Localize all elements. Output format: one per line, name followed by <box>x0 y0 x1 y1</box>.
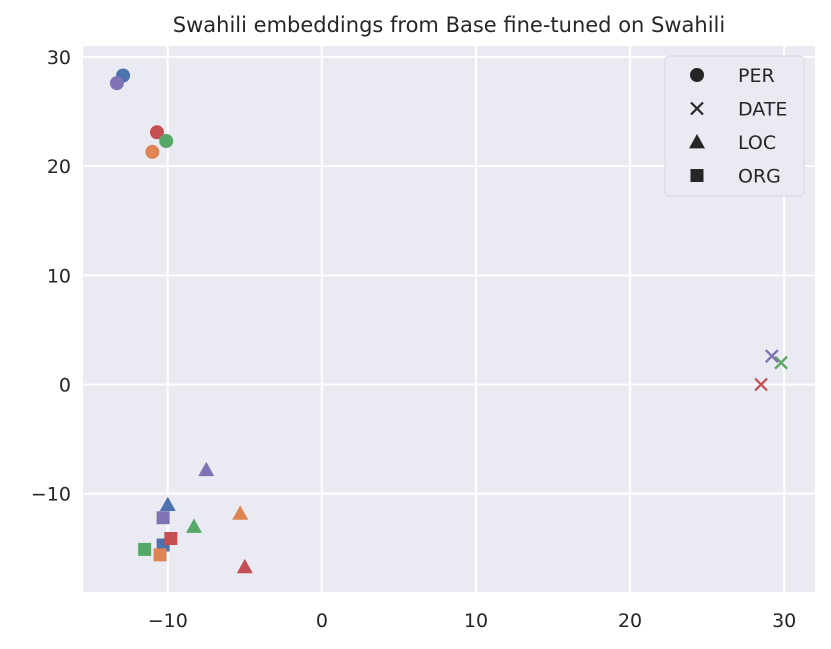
legend-marker-loc <box>689 134 705 149</box>
point-per-orange <box>145 144 160 159</box>
x-tick-label: 0 <box>316 610 328 632</box>
legend-box <box>664 55 805 197</box>
point-date-red <box>754 377 768 392</box>
point-org-orange <box>153 548 167 562</box>
legend-marker-org <box>690 169 704 182</box>
x-tick-label: 10 <box>464 610 488 632</box>
legend-label-org: ORG <box>738 166 781 188</box>
point-loc-purple <box>198 461 215 477</box>
legend-label-per: PER <box>738 65 775 87</box>
x-tick-label: −10 <box>148 610 188 632</box>
point-loc-green <box>185 518 202 533</box>
point-per-red <box>149 125 164 140</box>
legend-marker-per <box>690 68 704 82</box>
point-org-green <box>138 542 152 556</box>
point-loc-orange <box>232 505 249 520</box>
legend-label-loc: LOC <box>738 132 776 154</box>
point-date-green <box>774 355 788 370</box>
data-points <box>109 68 788 574</box>
point-date-purple <box>765 349 779 363</box>
x-tick-label: 30 <box>772 610 796 632</box>
chart-title: Swahili embeddings from Base fine-tuned … <box>173 13 725 37</box>
y-tick-label: 30 <box>47 47 71 69</box>
x-axis-ticks: −10 0 10 20 30 <box>148 610 797 632</box>
point-org-purple <box>156 511 170 525</box>
y-tick-label: 20 <box>47 156 71 178</box>
legend: PER DATE LOC ORG <box>664 55 805 197</box>
legend-marker-date <box>690 101 704 116</box>
point-per-purple <box>109 76 124 91</box>
point-per-green <box>159 134 174 149</box>
legend-label-date: DATE <box>738 99 787 121</box>
y-tick-label: 10 <box>47 265 71 287</box>
point-org-red <box>164 531 178 545</box>
y-tick-label: 0 <box>59 375 71 397</box>
point-loc-blue <box>159 496 176 512</box>
point-loc-red <box>236 558 253 574</box>
y-axis-ticks: −10 0 10 20 30 <box>31 47 71 506</box>
y-tick-label: −10 <box>31 484 71 506</box>
x-tick-label: 20 <box>618 610 642 632</box>
